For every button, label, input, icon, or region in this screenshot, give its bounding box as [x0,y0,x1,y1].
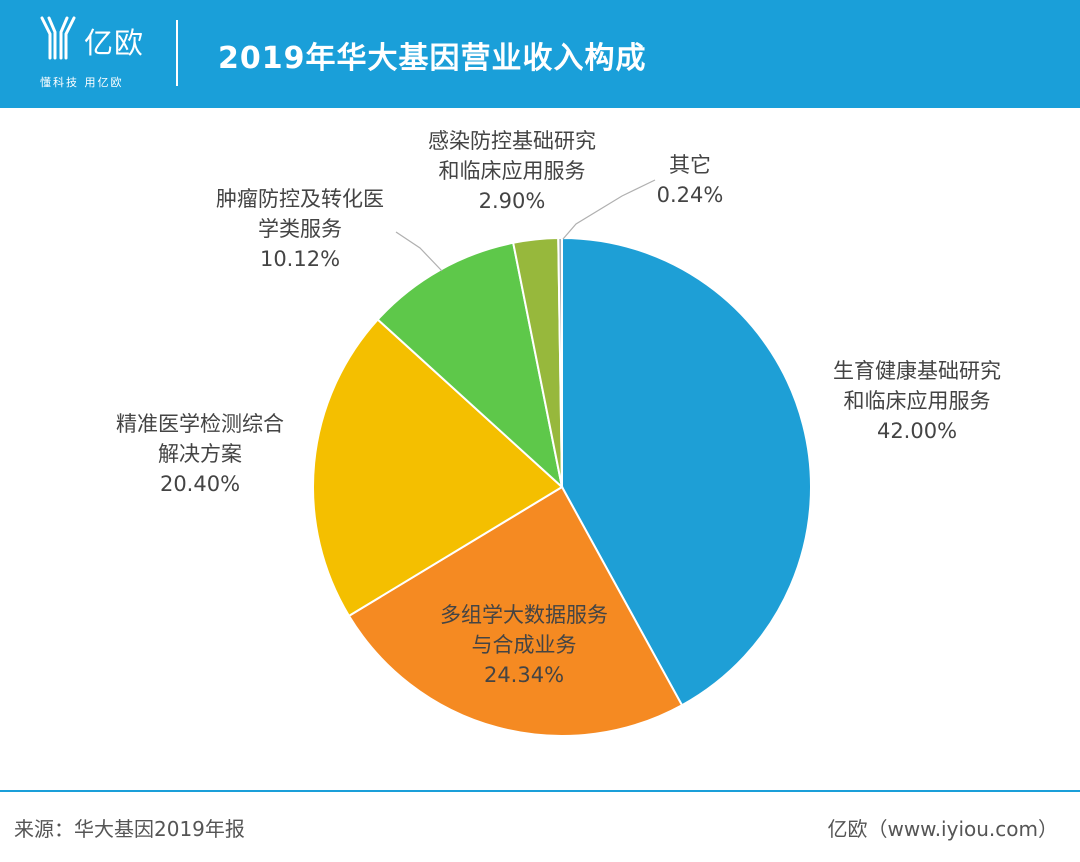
footer-divider [0,790,1080,792]
slice-value-label: 2.90% [479,189,546,213]
logo-text: 亿欧 [84,26,145,60]
slice-category-label: 感染防控基础研究 [428,129,596,153]
slice-category-label: 其它 [669,153,711,177]
header-bar: 亿欧 懂科技 用亿欧 2019年华大基因营业收入构成 [0,0,1080,108]
pie-chart: 生育健康基础研究和临床应用服务42.00%多组学大数据服务与合成业务24.34%… [116,129,1001,737]
slice-category-label: 解决方案 [158,442,242,466]
brand-credit[interactable]: 亿欧（www.iyiou.com） [827,817,1058,841]
yiou-logo[interactable]: 亿欧 懂科技 用亿欧 [40,14,150,94]
slice-category-label: 和临床应用服务 [439,159,586,183]
slice-category-label: 多组学大数据服务 [440,603,608,627]
slice-category-label: 生育健康基础研究 [833,359,1001,383]
logo-mark-icon [40,16,76,60]
slice-value-label: 24.34% [484,663,564,687]
header-divider [176,20,178,86]
slice-value-label: 10.12% [260,247,340,271]
slice-category-label: 精准医学检测综合 [116,412,284,436]
slice-label: 其它 0.24% [657,153,724,207]
pie-slices [312,236,812,737]
leader-line [395,231,443,272]
source-note: 来源：华大基因2019年报 [14,817,245,841]
leader-lines [395,179,656,272]
pie-slice [557,236,563,488]
slice-labels: 生育健康基础研究和临床应用服务42.00%多组学大数据服务与合成业务24.34%… [116,129,1001,687]
slice-category-label: 与合成业务 [472,633,577,657]
page-title: 2019年华大基因营业收入构成 [218,41,647,76]
slice-value-label: 20.40% [160,472,240,496]
slice-value-label: 42.00% [877,419,957,443]
slice-value-label: 0.24% [657,183,724,207]
pie-slice [376,241,564,490]
logo-slogan: 懂科技 用亿欧 [40,76,124,89]
pie-slice [347,485,684,737]
pie-slice [561,236,812,707]
pie-slice [312,318,564,618]
leader-line [562,179,656,240]
slice-category-label: 肿瘤防控及转化医 [216,187,384,211]
slice-category-label: 学类服务 [258,217,342,241]
slice-category-label: 和临床应用服务 [844,389,991,413]
